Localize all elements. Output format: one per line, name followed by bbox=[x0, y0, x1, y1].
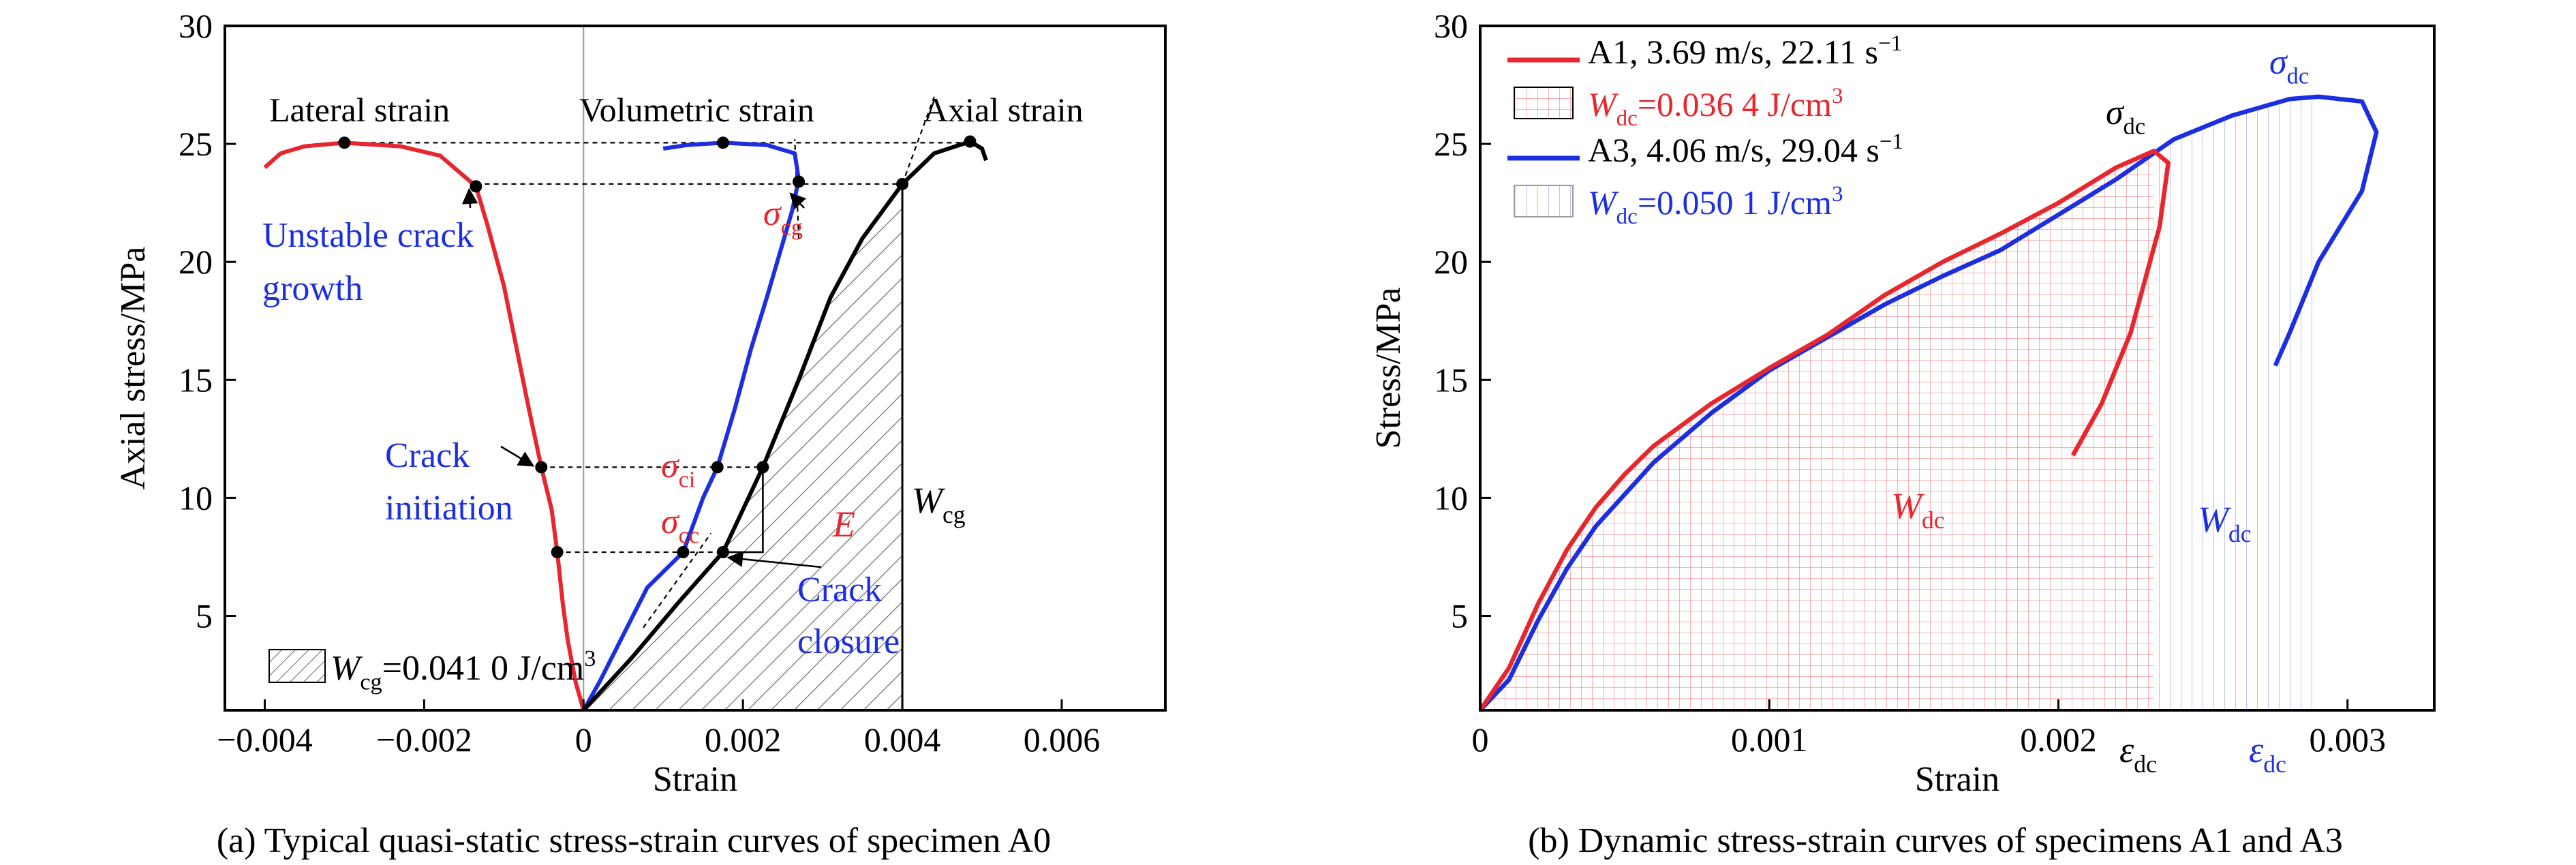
crack-closure-label-1: Crack bbox=[797, 571, 882, 609]
panel-a-y-tick-label: 25 bbox=[179, 125, 213, 163]
panel-b-x-tick-label: 0.003 bbox=[2309, 720, 2386, 759]
panel-b-y-tick-label: 25 bbox=[1434, 125, 1468, 163]
sigma-cc-label: σcc bbox=[661, 502, 699, 549]
volumetric-strain-label: Volumetric strain bbox=[579, 91, 814, 129]
lateral-key-point bbox=[338, 136, 351, 149]
wcg-area-label: Wcg bbox=[912, 480, 966, 528]
panel-a-y-tick-label: 5 bbox=[196, 597, 213, 635]
unstable-crack-label: Unstable crack bbox=[262, 216, 474, 255]
a3-energy-legend-swatch bbox=[1514, 185, 1574, 217]
axial-key-point bbox=[756, 461, 769, 474]
panel-a-y-tick-label: 10 bbox=[179, 479, 213, 517]
panel-b-y-axis-title: Stress/MPa bbox=[1369, 288, 1408, 449]
panel-a-chart: −0.004 −0.002 0 0.002 0.004 0.006 5 10 15 20 25 30 S… bbox=[114, 7, 1167, 799]
panel-b-y-tick-label: 20 bbox=[1434, 243, 1468, 281]
sigma-cg-label: σcg bbox=[763, 194, 803, 241]
unstable-arrow bbox=[461, 187, 478, 209]
axial-key-point bbox=[964, 135, 977, 148]
panel-b-y-tick-label: 5 bbox=[1451, 597, 1468, 635]
a1-stress-strain-line bbox=[1478, 149, 2171, 712]
panel-b-x-axis-title: Strain bbox=[1915, 760, 1999, 799]
crack-closure-label-2: closure bbox=[797, 622, 900, 661]
sigma-ci-label: σci bbox=[661, 446, 695, 493]
panel-b-y-tick-label: 30 bbox=[1434, 7, 1468, 45]
wcg-legend-label: Wcg=0.041 0 J/cm3 bbox=[331, 646, 596, 695]
panel-a-y-tick-label: 20 bbox=[179, 243, 213, 281]
volumetric-key-point bbox=[716, 136, 729, 149]
axial-key-point bbox=[716, 546, 729, 559]
panel-b-x-tick-label: 0.002 bbox=[2020, 720, 2097, 759]
panel-a-x-tick-label: −0.004 bbox=[217, 720, 313, 759]
panel-a-y-tick-label: 15 bbox=[179, 361, 213, 399]
volumetric-key-point bbox=[793, 175, 806, 188]
axial-tangent-line bbox=[902, 96, 935, 185]
panel-a-y-tick-label: 30 bbox=[179, 7, 213, 45]
wcg-legend-swatch bbox=[269, 649, 326, 683]
a1-energy-region-label: Wdc bbox=[1891, 485, 1945, 534]
a1-peak-sigma-label: σdc bbox=[2106, 93, 2145, 140]
unstable-growth-label: growth bbox=[262, 269, 363, 308]
panel-b-y-tick-label: 10 bbox=[1434, 479, 1468, 517]
volumetric-key-point bbox=[711, 461, 724, 474]
a1-energy-legend-label: Wdc=0.036 4 J/cm3 bbox=[1588, 84, 1843, 131]
axial-key-point bbox=[896, 177, 909, 190]
wcg-hatched-area bbox=[583, 184, 903, 710]
panel-b-caption: (b) Dynamic stress-strain curves of spec… bbox=[1528, 821, 2343, 860]
initiation-arrow bbox=[500, 445, 535, 467]
panel-b-x-tick-label: 0.001 bbox=[1731, 720, 1808, 759]
panel-a-x-tick-label: 0 bbox=[575, 720, 592, 759]
a1-energy-area bbox=[1480, 151, 2154, 710]
crack-initiation-label-1: Crack bbox=[385, 436, 470, 475]
a3-energy-region-label: Wdc bbox=[2198, 499, 2252, 547]
a1-energy-legend-swatch bbox=[1514, 87, 1574, 119]
axial-strain-label: Axial strain bbox=[923, 91, 1084, 129]
volumetric-strain-line bbox=[581, 140, 801, 712]
lateral-strain-line bbox=[263, 140, 586, 711]
a3-legend-label: A3, 4.06 m/s, 29.04 s−1 bbox=[1588, 130, 1903, 169]
lateral-key-point bbox=[470, 180, 482, 193]
volumetric-key-point bbox=[677, 546, 690, 559]
lateral-key-point bbox=[535, 461, 548, 474]
modulus-e-label: E bbox=[832, 504, 855, 545]
closure-tangent-line bbox=[643, 532, 712, 628]
panel-a-x-tick-label: 0.002 bbox=[705, 720, 782, 759]
a3-energy-legend-label: Wdc=0.050 1 J/cm3 bbox=[1588, 182, 1843, 229]
closure-arrow bbox=[726, 551, 822, 568]
panel-a-caption: (a) Typical quasi-static stress-strain c… bbox=[217, 821, 1051, 860]
a1-legend-label: A1, 3.69 m/s, 22.11 s−1 bbox=[1588, 31, 1902, 71]
panel-b-x-tick-label: 0 bbox=[1472, 720, 1489, 759]
a3-stress-strain-line bbox=[1478, 94, 2379, 712]
panel-a-plot-frame bbox=[224, 25, 1167, 712]
sigma-cg-arrow bbox=[789, 192, 807, 210]
panel-a-x-tick-label: 0.004 bbox=[864, 720, 941, 759]
panel-b-plot-frame bbox=[1479, 25, 2436, 712]
panel-b-y-tick-label: 15 bbox=[1434, 361, 1468, 399]
a3-peak-strain-label: εdc bbox=[2249, 729, 2286, 778]
panel-a-x-tick-label: −0.002 bbox=[376, 720, 472, 759]
crack-initiation-label-2: initiation bbox=[385, 489, 513, 528]
lateral-key-point bbox=[551, 546, 564, 559]
panel-a-x-tick-label: 0.006 bbox=[1024, 720, 1101, 759]
panel-b-chart: 0 0.001 0.002 0.003 5 10 15 20 25 30 Strain Stress/… bbox=[1369, 7, 2436, 799]
panel-a-y-axis-title: Axial stress/MPa bbox=[114, 247, 153, 490]
a1-peak-strain-label: εdc bbox=[2119, 729, 2157, 778]
lateral-strain-label: Lateral strain bbox=[269, 91, 450, 129]
a3-peak-sigma-label: σdc bbox=[2269, 43, 2309, 89]
panel-a-x-axis-title: Strain bbox=[653, 760, 737, 799]
